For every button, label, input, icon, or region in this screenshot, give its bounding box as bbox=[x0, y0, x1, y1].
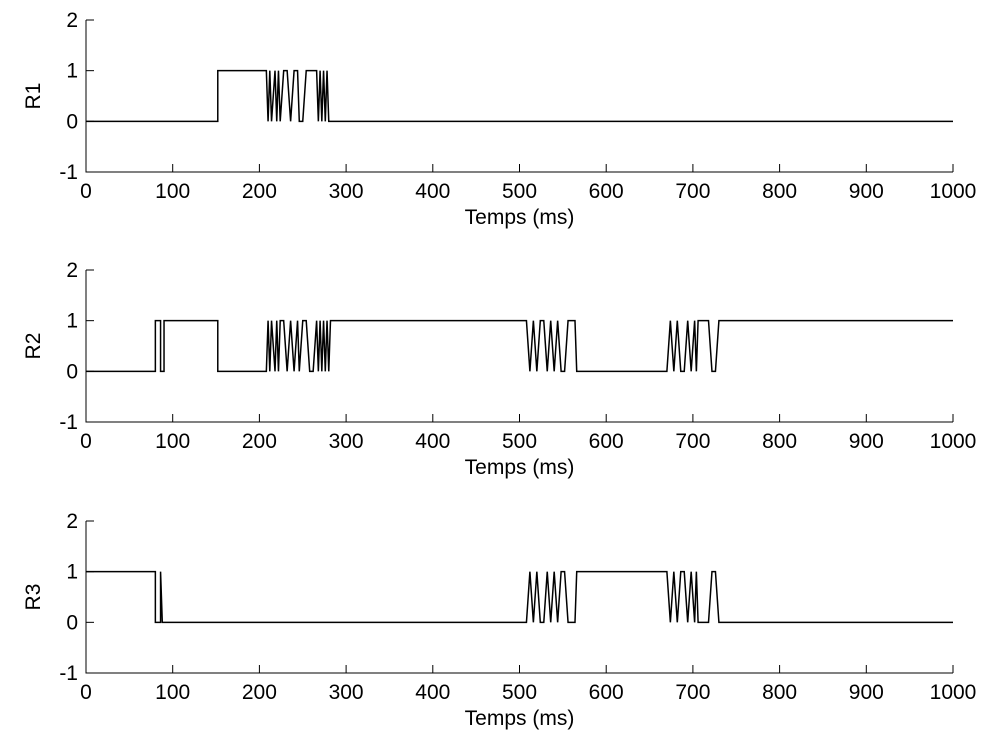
x-tick-label: 900 bbox=[849, 430, 884, 453]
chart-panel-1: 0 100 200 300 400 500 600 700 800 900 1000-1012Tem… bbox=[22, 9, 976, 229]
x-tick-label: 500 bbox=[502, 430, 537, 453]
x-tick-label: 900 bbox=[849, 681, 884, 704]
series-line-3 bbox=[86, 570, 953, 624]
y-tick-label: 0 bbox=[66, 360, 78, 383]
y-axis-label: R1 bbox=[22, 83, 45, 110]
chart-panel-2: 0 100 200 300 400 500 600 700 800 900 1000-1012Tem… bbox=[22, 259, 976, 479]
y-axis-label: R2 bbox=[22, 333, 45, 360]
x-tick-label: 800 bbox=[762, 681, 797, 704]
x-tick-label: 600 bbox=[589, 180, 624, 203]
y-tick-label: 2 bbox=[66, 9, 78, 32]
x-tick-label: 0 bbox=[80, 180, 92, 203]
x-tick-label: 1000 bbox=[930, 681, 977, 704]
axes-2 bbox=[85, 270, 953, 423]
x-tick-label: 100 bbox=[155, 430, 190, 453]
x-tick-label: 300 bbox=[329, 180, 364, 203]
y-tick-label: 1 bbox=[66, 561, 78, 584]
x-tick-label: 200 bbox=[242, 430, 277, 453]
x-tick-label: 400 bbox=[415, 681, 450, 704]
x-axis-label: Temps (ms) bbox=[465, 456, 575, 479]
x-tick-label: 600 bbox=[589, 681, 624, 704]
x-tick-label: 300 bbox=[329, 681, 364, 704]
x-tick-label: 300 bbox=[329, 430, 364, 453]
x-tick-label: 500 bbox=[502, 681, 537, 704]
y-tick-label: 1 bbox=[66, 60, 78, 83]
y-tick-label: -1 bbox=[59, 662, 78, 685]
x-tick-label: 100 bbox=[155, 681, 190, 704]
x-tick-label: 400 bbox=[415, 430, 450, 453]
x-tick-label: 100 bbox=[155, 180, 190, 203]
x-axis-label: Temps (ms) bbox=[465, 206, 575, 229]
y-tick-label: 0 bbox=[66, 611, 78, 634]
x-tick-label: 0 bbox=[80, 681, 92, 704]
y-tick-label: -1 bbox=[59, 411, 78, 434]
x-tick-label: 700 bbox=[675, 681, 710, 704]
axes-3 bbox=[85, 521, 953, 674]
chart-panel-3: 0 100 200 300 400 500 600 700 800 900 1000-1012Tem… bbox=[22, 510, 976, 730]
y-axis-label: R3 bbox=[22, 584, 45, 611]
series-line-2 bbox=[86, 319, 953, 373]
x-tick-label: 200 bbox=[242, 180, 277, 203]
x-tick-label: 700 bbox=[675, 180, 710, 203]
y-tick-label: -1 bbox=[59, 161, 78, 184]
y-tick-label: 1 bbox=[66, 310, 78, 333]
y-tick-label: 2 bbox=[66, 259, 78, 282]
x-tick-label: 200 bbox=[242, 681, 277, 704]
axes-1 bbox=[85, 20, 953, 173]
x-tick-label: 1000 bbox=[930, 180, 977, 203]
x-tick-label: 800 bbox=[762, 180, 797, 203]
series-line-1 bbox=[86, 69, 953, 123]
y-tick-label: 0 bbox=[66, 110, 78, 133]
x-tick-label: 800 bbox=[762, 430, 797, 453]
x-tick-label: 1000 bbox=[930, 430, 977, 453]
x-tick-label: 0 bbox=[80, 430, 92, 453]
x-tick-label: 900 bbox=[849, 180, 884, 203]
x-axis-label: Temps (ms) bbox=[465, 707, 575, 730]
x-tick-label: 600 bbox=[589, 430, 624, 453]
x-tick-label: 400 bbox=[415, 180, 450, 203]
y-tick-label: 2 bbox=[66, 510, 78, 533]
x-tick-label: 500 bbox=[502, 180, 537, 203]
x-tick-label: 700 bbox=[675, 430, 710, 453]
